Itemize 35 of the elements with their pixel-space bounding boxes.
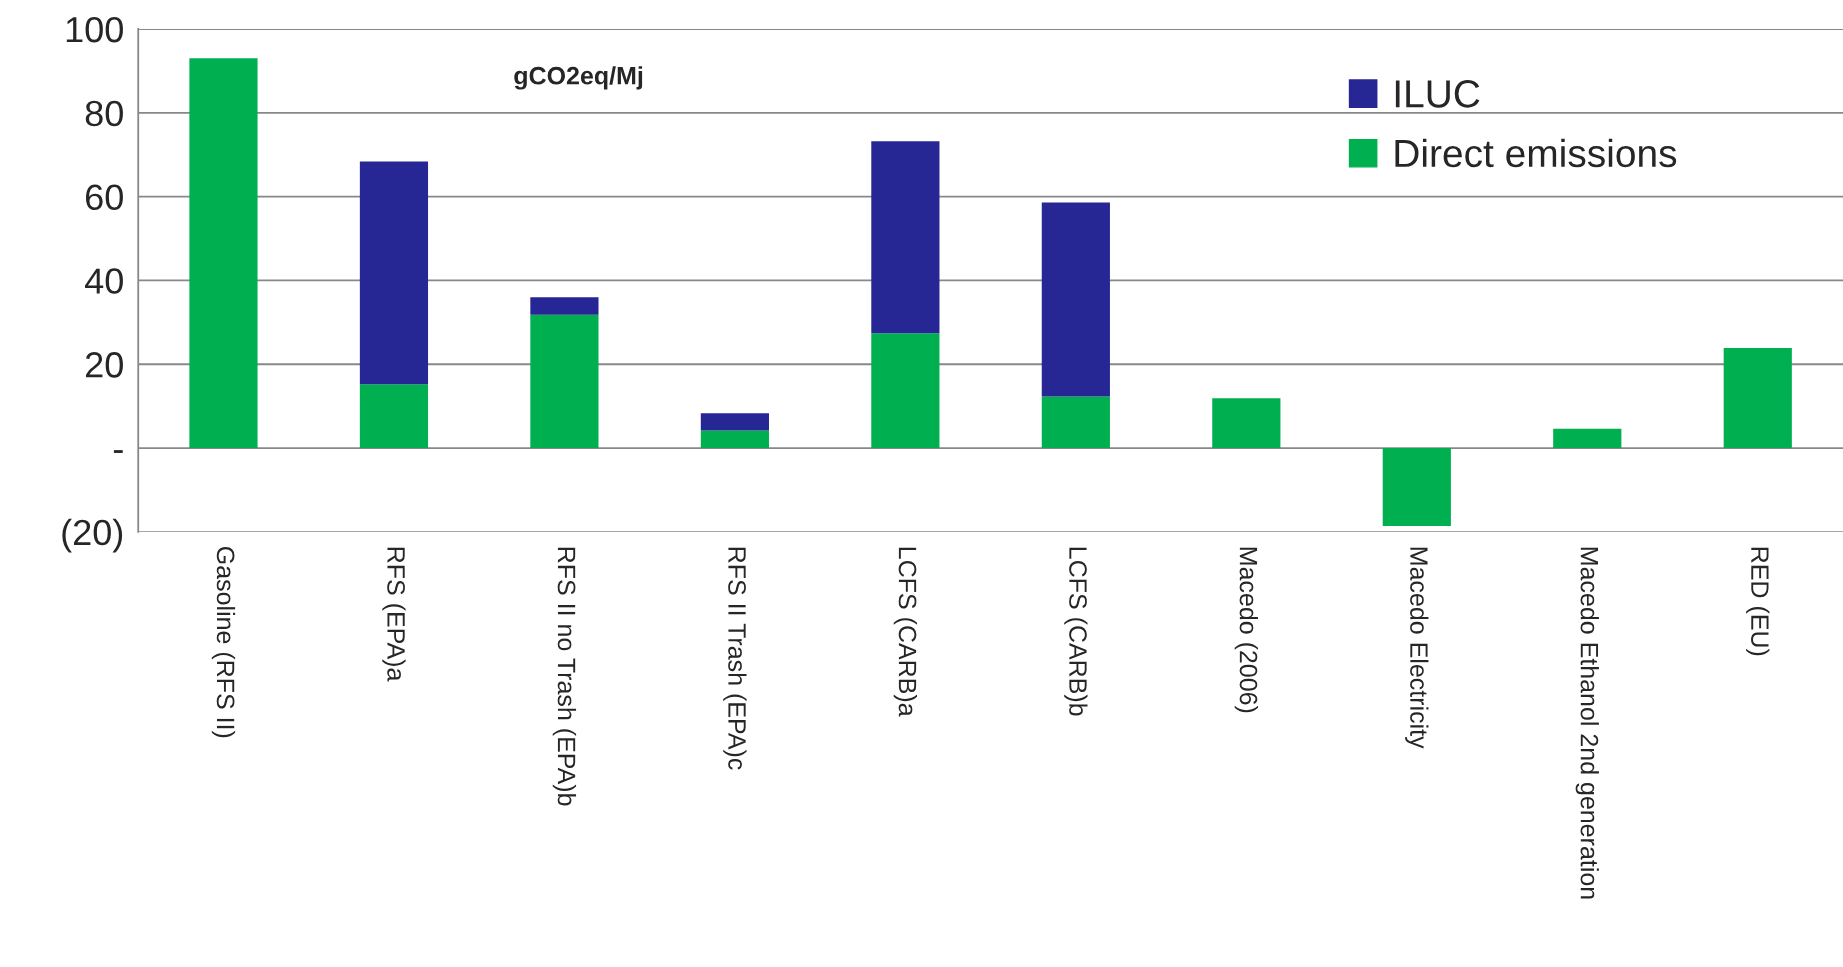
y-tick-label: 100 [66,16,123,43]
bar [871,141,940,334]
y-tick-label: (20) [62,518,123,553]
legend-label: ILUC [1395,80,1480,108]
bar [530,314,599,449]
bar [1041,396,1110,449]
x-tick-label: LCFS (CARB)b [1064,547,1088,716]
bar [1382,448,1451,526]
bar [189,58,258,449]
x-tick-label: LCFS (CARB)a [893,547,918,717]
y-tick-label: 80 [85,100,123,127]
x-tick-label: Macedo Electricity [1405,547,1429,749]
x-tick-label: RFS II Trash (EPA)c [723,547,747,770]
bar [700,430,769,449]
x-tick-label: Macedo Ethanol 2nd generation [1575,547,1599,899]
x-tick-label: Gasoline (RFS II) [211,547,236,738]
bar [1041,202,1110,397]
bar [359,384,429,449]
bar [1553,428,1622,449]
bar [359,161,429,385]
bar [1723,347,1792,449]
bar [530,297,599,315]
bar [871,333,940,449]
x-tick-label: RFS II no Trash (EPA)b [552,547,577,806]
x-tick-label: RFS (EPA)a [382,547,406,682]
x-tick-label: Macedo (2006) [1234,547,1258,713]
bar [1212,398,1281,449]
legend-label: Direct emissions [1395,138,1677,168]
bar [700,413,769,431]
x-tick-label: RED (EU) [1746,547,1770,656]
y-tick-label: 20 [85,352,123,378]
annotation: gCO2eq/Mj [514,66,643,90]
y-tick-label: 60 [86,184,123,211]
y-tick-label: - [113,450,123,453]
y-tick-label: 40 [85,268,123,294]
